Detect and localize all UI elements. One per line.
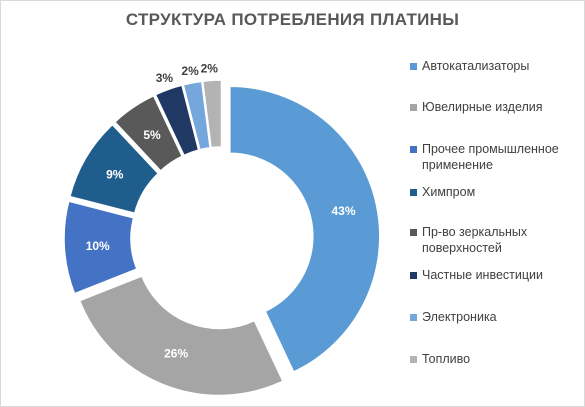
legend-swatch-3 bbox=[410, 146, 417, 153]
slice-group-2: 26% bbox=[78, 275, 284, 397]
legend-label-4: Химпром bbox=[422, 185, 476, 199]
legend-item-5: Пр-во зеркальных поверхностей bbox=[410, 224, 580, 256]
legend-swatch-6 bbox=[410, 272, 417, 279]
data-label-3: 10% bbox=[86, 239, 110, 253]
slice-7 bbox=[182, 80, 211, 151]
legend-label-6: Частные инвестиции bbox=[422, 268, 543, 282]
slice-1 bbox=[229, 85, 381, 373]
slice-group-8: 2% bbox=[201, 61, 223, 149]
data-label-7: 2% bbox=[181, 64, 199, 78]
legend-item-4: Химпром bbox=[410, 184, 580, 200]
legend-item-1: Автокатализаторы bbox=[410, 58, 580, 74]
slice-group-3: 10% bbox=[63, 200, 138, 295]
legend-swatch-1 bbox=[410, 63, 417, 70]
slice-4 bbox=[68, 123, 160, 215]
legend-swatch-5 bbox=[410, 229, 417, 236]
chart-title: СТРУКТУРА ПОТРЕБЛЕНИЯ ПЛАТИНЫ bbox=[125, 10, 460, 29]
data-label-6: 3% bbox=[156, 71, 174, 85]
data-label-1: 43% bbox=[331, 204, 355, 218]
legend-swatch-7 bbox=[410, 314, 417, 321]
data-label-2: 26% bbox=[164, 347, 188, 361]
slice-group-6: 3% bbox=[154, 71, 200, 157]
slice-group-5: 5% bbox=[113, 94, 184, 172]
slice-group-7: 2% bbox=[181, 64, 211, 151]
slice-5 bbox=[113, 94, 184, 172]
slice-2 bbox=[78, 275, 284, 397]
chart-legend: Автокатализаторы Ювелирные изделия Прочее … bbox=[410, 0, 580, 407]
legend-item-2: Ювелирные изделия bbox=[410, 99, 580, 115]
legend-item-3: Прочее промышленное применение bbox=[410, 141, 580, 173]
slice-3 bbox=[63, 200, 138, 295]
legend-label-1: Автокатализаторы bbox=[422, 59, 530, 73]
legend-item-7: Электроника bbox=[410, 309, 580, 325]
data-label-4: 9% bbox=[106, 168, 124, 182]
legend-item-6: Частные инвестиции bbox=[410, 267, 580, 283]
legend-item-8: Топливо bbox=[410, 351, 580, 367]
slice-6 bbox=[154, 84, 200, 157]
legend-label-2: Ювелирные изделия bbox=[422, 100, 543, 114]
legend-swatch-2 bbox=[410, 104, 417, 111]
data-label-8: 2% bbox=[201, 61, 219, 75]
slice-group-1: 43% bbox=[229, 85, 381, 373]
legend-label-8: Топливо bbox=[422, 352, 471, 366]
data-label-5: 5% bbox=[143, 128, 161, 142]
legend-label-7: Электроника bbox=[422, 310, 497, 324]
slice-8 bbox=[201, 79, 223, 149]
legend-label-5: Пр-во зеркальных поверхностей bbox=[422, 225, 528, 255]
legend-swatch-8 bbox=[410, 356, 417, 363]
slice-group-4: 9% bbox=[68, 123, 160, 215]
legend-label-3: Прочее промышленное применение bbox=[422, 142, 559, 172]
legend-swatch-4 bbox=[410, 189, 417, 196]
